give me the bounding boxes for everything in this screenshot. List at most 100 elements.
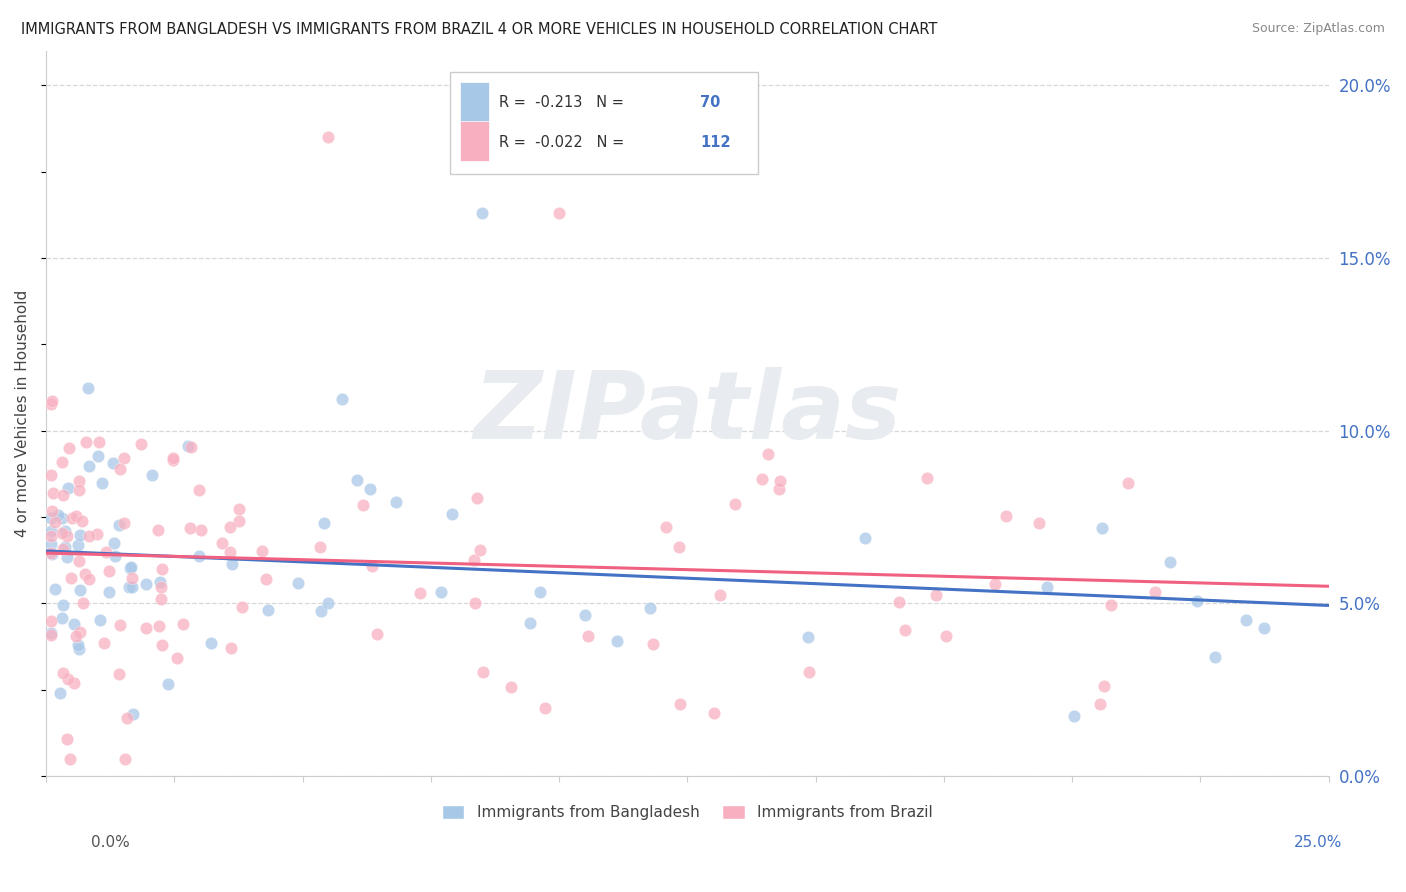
Point [519,615,541,630]
Point [67,483,90,497]
Point [254,572,277,586]
Point [114,752,136,766]
Point [69,642,91,657]
Point [179,521,201,535]
Point [187,483,209,497]
Point [108,618,131,632]
Point [464,596,486,610]
FancyBboxPatch shape [460,121,488,161]
Point [529,585,551,599]
Point [576,629,599,643]
Point [1092,679,1115,693]
Point [925,588,948,602]
Point [39,511,62,525]
Point [98,585,121,599]
Point [917,471,939,485]
Point [53,541,76,555]
Point [44,516,66,530]
Point [77,529,100,543]
Point [758,447,780,461]
Point [69,583,91,598]
Point [548,206,571,220]
Point [89,613,111,627]
Y-axis label: 4 or more Vehicles in Household: 4 or more Vehicles in Household [15,290,30,537]
Point [1253,621,1275,635]
Point [39,546,62,560]
Point [231,600,253,615]
Point [1187,593,1209,607]
Point [471,665,494,680]
Point [79,459,101,474]
Point [1035,581,1057,595]
Point [51,610,73,624]
Point [58,672,80,686]
Point [1204,649,1226,664]
Point [121,580,143,594]
Point [72,596,94,610]
Point [200,635,222,649]
Point [724,497,747,511]
Point [75,435,97,450]
Point [46,508,69,522]
Text: 112: 112 [700,135,731,150]
Point [67,553,90,567]
Point [797,631,820,645]
Point [1063,708,1085,723]
Point [77,381,100,395]
Point [53,524,76,539]
Text: Source: ZipAtlas.com: Source: ZipAtlas.com [1251,22,1385,36]
Point [221,557,243,571]
Text: R =  -0.022   N =: R = -0.022 N = [499,135,628,150]
Point [499,680,522,694]
Point [67,474,90,488]
Point [463,553,485,567]
Point [465,491,488,505]
Point [121,571,143,585]
Point [1143,584,1166,599]
Point [56,731,79,746]
Point [55,549,77,564]
Point [44,582,66,596]
Point [533,700,555,714]
Point [187,549,209,563]
Point [1159,555,1181,569]
Point [112,450,135,465]
Point [172,617,194,632]
Point [93,636,115,650]
Point [162,453,184,467]
Legend: Immigrants from Bangladesh, Immigrants from Brazil: Immigrants from Bangladesh, Immigrants f… [436,799,939,827]
Point [709,588,731,602]
Point [769,474,792,488]
Text: 70: 70 [700,95,721,111]
Point [1116,476,1139,491]
Point [120,560,142,574]
Point [316,130,339,145]
Point [471,206,494,220]
Point [606,634,628,648]
Point [59,571,82,585]
Point [62,617,84,632]
Point [112,516,135,531]
Point [156,676,179,690]
Point [52,488,75,502]
Point [441,507,464,521]
Point [751,472,773,486]
Point [894,623,917,637]
Point [51,455,73,469]
Point [51,526,73,541]
Point [129,436,152,450]
Point [150,638,173,652]
Point [42,486,65,500]
Point [60,511,83,525]
Point [984,576,1007,591]
Point [59,752,82,766]
Point [49,686,72,700]
Point [108,462,131,476]
Point [66,538,89,552]
Point [228,515,250,529]
Point [352,498,374,512]
Point [309,540,332,554]
Point [312,516,335,530]
Point [219,640,242,655]
Point [87,434,110,449]
